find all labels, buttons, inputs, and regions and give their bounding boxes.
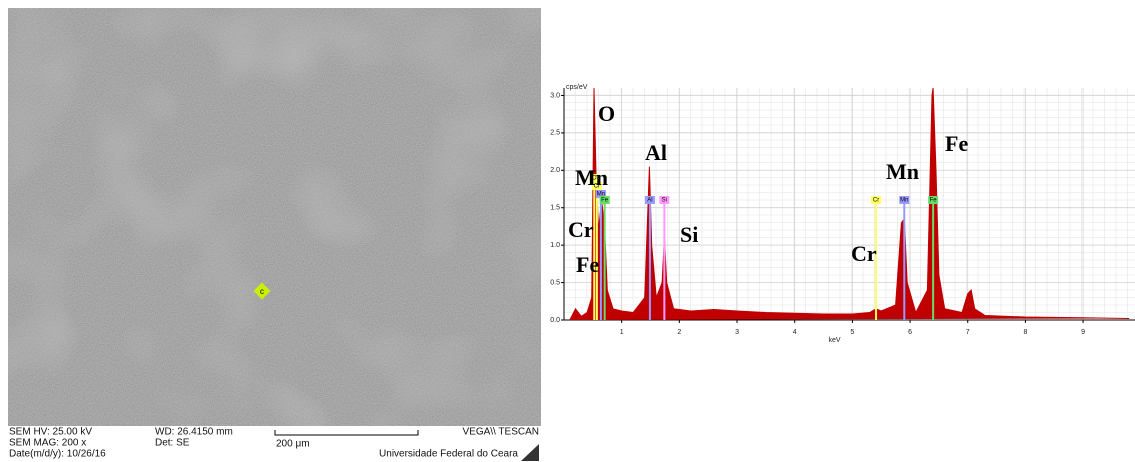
sem-panel: c SEM HV: 25.00 kV SEM MAG: 200 x Date(m… <box>8 8 541 462</box>
x-tick-label: 3 <box>735 329 739 336</box>
marker-label: Al <box>647 198 652 204</box>
x-tick-label: 7 <box>966 329 970 336</box>
y-tick-label: 3.0 <box>550 92 560 99</box>
marker-label: O <box>592 176 597 182</box>
y-axis-label: cps/eV <box>566 84 588 91</box>
y-tick-label: 0.5 <box>550 279 560 286</box>
marker-box <box>871 196 882 204</box>
marker-label: Fe <box>930 198 938 204</box>
element-annotation: Fe <box>945 131 968 156</box>
marker-box <box>659 196 670 204</box>
x-tick-label: 8 <box>1023 329 1027 336</box>
sem-grain <box>8 8 541 426</box>
marker-box <box>599 196 610 204</box>
point-label: c <box>260 287 264 296</box>
marker-box <box>595 190 606 198</box>
x-tick-label: 4 <box>793 329 797 336</box>
marker-box <box>591 182 602 190</box>
hv: SEM HV: 25.00 kV <box>9 427 92 438</box>
y-tick-label: 1.5 <box>550 205 560 212</box>
x-tick-label: 9 <box>1081 329 1085 336</box>
marker-label: Mn <box>900 198 908 204</box>
y-tick-label: 2.0 <box>550 167 560 174</box>
brand: VEGA\\ TESCAN <box>462 427 539 438</box>
spectrum <box>569 87 1130 321</box>
x-tick-label: 6 <box>908 329 912 336</box>
point-marker <box>253 282 271 300</box>
date: Date(m/d/y): 10/26/16 <box>9 449 106 460</box>
logo <box>521 444 539 461</box>
x-tick-label: 2 <box>677 329 681 336</box>
scale-label: 200 μm <box>276 439 310 450</box>
det: Det: SE <box>155 438 190 449</box>
chart: 0.0 0.5 1.0 1.5 2.0 2.5 3.0 1 2 3 4 5 6 7 8 9 cps/eV keV O… <box>550 84 1135 344</box>
element-annotation: Cr <box>568 217 594 242</box>
marker-label: Mn <box>597 192 605 198</box>
element-annotation: Si <box>680 222 698 247</box>
marker-label: Fe <box>601 198 609 204</box>
marker-label: Cr <box>873 198 879 204</box>
marker-label: Si <box>662 198 667 204</box>
institution: Universidade Federal do Ceara <box>379 449 518 460</box>
x-tick-label: 1 <box>620 329 624 336</box>
element-annotation: Cr <box>851 241 877 266</box>
x-tick-label: 5 <box>850 329 854 336</box>
mag: SEM MAG: 200 x <box>9 438 86 449</box>
scale-bar <box>274 430 419 436</box>
element-annotation: O <box>598 101 615 126</box>
marker-box <box>899 196 910 204</box>
element-annotation: Mn <box>575 165 608 190</box>
y-tick-label: 0.0 <box>550 317 560 324</box>
x-axis-label: keV <box>828 337 840 344</box>
y-tick-label: 2.5 <box>550 130 560 137</box>
y-tick-label: 1.0 <box>550 242 560 249</box>
marker-box <box>928 196 939 204</box>
marker-box <box>589 174 600 182</box>
element-annotation: Mn <box>886 159 919 184</box>
marker-box <box>644 196 655 204</box>
marker-label: Cr <box>594 184 600 190</box>
element-annotation: Fe <box>576 252 599 277</box>
wd: WD: 26.4150 mm <box>155 427 233 438</box>
element-annotation: Al <box>645 140 667 165</box>
